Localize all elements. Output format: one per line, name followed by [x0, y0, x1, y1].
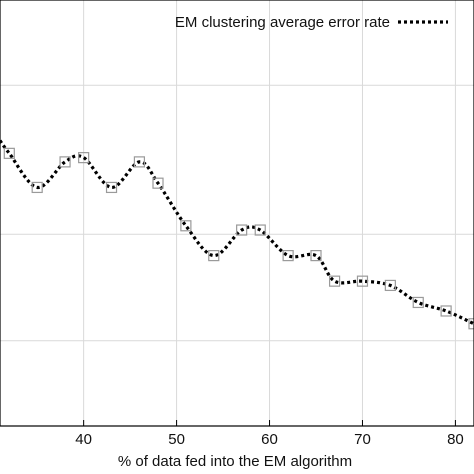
data-point-marker [59, 156, 71, 168]
data-point-marker [384, 279, 396, 292]
x-tick-label: 70 [354, 431, 371, 448]
data-point-marker [254, 224, 266, 236]
data-point-marker [133, 156, 146, 168]
data-point-marker [208, 250, 220, 262]
data-point-marker [440, 305, 452, 317]
x-tick-label: 80 [447, 431, 464, 448]
plot-frame [0, 0, 474, 427]
data-point-marker [412, 296, 424, 309]
x-axis-label: % of data fed into the EM algorithm [118, 453, 352, 470]
data-point-marker [105, 181, 118, 194]
data-point-marker [236, 224, 248, 236]
data-point-marker [468, 318, 474, 330]
grid [0, 0, 474, 426]
data-point-marker [78, 152, 90, 164]
data-point-marker [31, 181, 43, 194]
legend-label: EM clustering average error rate [175, 14, 390, 31]
data-point-marker [310, 250, 322, 262]
legend: EM clustering average error rate [175, 14, 448, 31]
data-point-marker [282, 250, 294, 262]
data-point-marker [328, 275, 341, 287]
data-point-marker [180, 220, 192, 232]
data-point-marker [152, 177, 164, 189]
data-point-marker [356, 275, 369, 287]
x-tick-label: 40 [75, 431, 92, 448]
x-tick-label: 60 [261, 431, 278, 448]
data-point-marker [3, 147, 15, 159]
x-axis-ticks: 40 50 60 70 80 [75, 420, 464, 448]
series-layer [0, 139, 474, 330]
x-tick-label: 50 [168, 431, 185, 448]
